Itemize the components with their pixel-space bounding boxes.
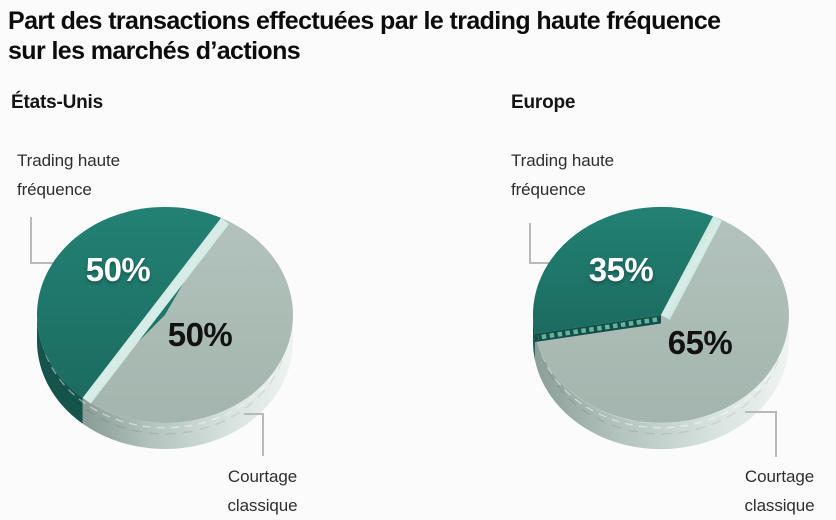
pie-chart-europe (532, 206, 790, 450)
leader-line-classic-us (244, 413, 264, 456)
classic-slice-label-us: Courtage classique (227, 467, 298, 515)
page-title-line1: Part des transactions effectuées par le … (8, 7, 721, 35)
hft-slice (36, 206, 222, 398)
page-title: Part des transactions effectuées par le … (8, 6, 828, 66)
classic-slice-label-eu: Courtage classique (744, 467, 815, 515)
leader-line-hft-eu (529, 223, 564, 264)
classic-slice (82, 217, 293, 423)
page-title-line2: sur les marchés d’actions (8, 37, 301, 65)
classic-slice (534, 216, 789, 423)
chart-united-states: États-Unis Trading haute fréquence (0, 85, 336, 520)
classic-pct-us: 50% (167, 316, 233, 353)
hft-slice-label-us: Trading haute fréquence (17, 151, 120, 199)
divider-band (82, 217, 229, 404)
hft-slice-side (532, 315, 535, 360)
classic-pct-eu: 65% (667, 324, 733, 361)
hft-pct-eu: 35% (588, 251, 654, 288)
hft-slice (532, 206, 714, 334)
region-heading-europe: Europe (511, 92, 576, 113)
leader-line-hft-us (30, 217, 67, 264)
pie-chart-us (36, 206, 293, 449)
classic-slice-side (82, 315, 293, 449)
hft-slice-cut-teeth (537, 317, 658, 340)
divider-band (661, 216, 722, 320)
hft-pct-us: 50% (85, 251, 151, 288)
hft-slice-side (37, 315, 83, 424)
side-rib-shadow (43, 343, 287, 435)
chart-europe: Europe Trading haute fréquence (500, 85, 836, 520)
side-rib-shadow (539, 343, 783, 435)
classic-slice-side (534, 315, 790, 450)
side-rib-highlight (40, 335, 290, 429)
region-heading-us: États-Unis (11, 92, 103, 113)
leader-line-classic-eu (745, 411, 777, 457)
hft-slice-label-eu: Trading haute fréquence (511, 151, 614, 199)
side-rib-highlight (536, 335, 786, 429)
